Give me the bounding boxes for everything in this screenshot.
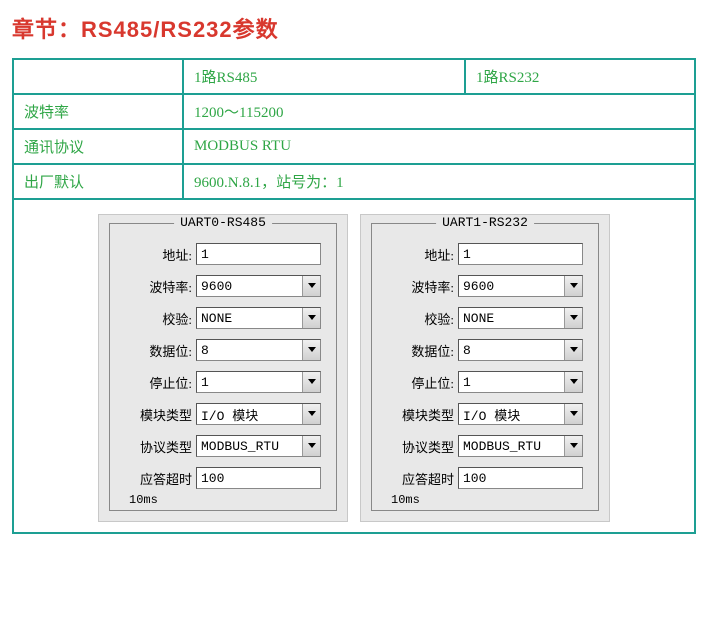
- proto-type-select[interactable]: MODBUS_RTU: [196, 435, 321, 457]
- spec-proto-value: MODBUS RTU: [183, 129, 695, 164]
- label-proto-type: 协议类型: [125, 437, 196, 456]
- proto-type-value: MODBUS_RTU: [197, 439, 302, 454]
- address-input[interactable]: [196, 243, 321, 265]
- label-proto-type: 协议类型: [387, 437, 458, 456]
- label-parity: 校验:: [125, 309, 196, 328]
- timeout-input[interactable]: [458, 467, 583, 489]
- stopbits-select[interactable]: 1: [196, 371, 321, 393]
- label-stopbits: 停止位:: [387, 373, 458, 392]
- label-baud: 波特率:: [125, 277, 196, 296]
- stopbits-value: 1: [459, 375, 564, 390]
- parity-select[interactable]: NONE: [458, 307, 583, 329]
- panel-legend: UART1-RS232: [436, 215, 534, 230]
- label-databits: 数据位:: [387, 341, 458, 360]
- label-timeout: 应答超时: [125, 469, 196, 488]
- parity-value: NONE: [459, 311, 564, 326]
- chevron-down-icon: [564, 276, 582, 296]
- chevron-down-icon: [302, 340, 320, 360]
- databits-value: 8: [459, 343, 564, 358]
- chevron-down-icon: [302, 404, 320, 424]
- label-module-type: 模块类型: [387, 405, 458, 424]
- databits-select[interactable]: 8: [196, 339, 321, 361]
- proto-type-value: MODBUS_RTU: [459, 439, 564, 454]
- address-input[interactable]: [458, 243, 583, 265]
- module-type-select[interactable]: I/O 模块: [458, 403, 583, 425]
- spec-header-rs485: 1路RS485: [183, 59, 465, 94]
- spec-table: 1路RS485 1路RS232 波特率 1200～115200 通讯协议 MOD…: [12, 58, 696, 200]
- stopbits-value: 1: [197, 375, 302, 390]
- spec-proto-label: 通讯协议: [13, 129, 183, 164]
- spec-header-rs232: 1路RS232: [465, 59, 695, 94]
- parity-select[interactable]: NONE: [196, 307, 321, 329]
- chevron-down-icon: [302, 308, 320, 328]
- label-address: 地址:: [125, 245, 196, 264]
- spec-header-blank: [13, 59, 183, 94]
- label-module-type: 模块类型: [125, 405, 196, 424]
- chevron-down-icon: [302, 436, 320, 456]
- baud-select[interactable]: 9600: [196, 275, 321, 297]
- chevron-down-icon: [302, 372, 320, 392]
- panel-legend: UART0-RS485: [174, 215, 272, 230]
- baud-value: 9600: [459, 279, 564, 294]
- spec-default-value: 9600.N.8.1，站号为：1: [183, 164, 695, 199]
- label-parity: 校验:: [387, 309, 458, 328]
- spec-baud-label: 波特率: [13, 94, 183, 129]
- baud-select[interactable]: 9600: [458, 275, 583, 297]
- module-type-select[interactable]: I/O 模块: [196, 403, 321, 425]
- chevron-down-icon: [564, 340, 582, 360]
- panel-uart0: UART0-RS485 地址: 波特率: 9600 校验: NONE: [98, 214, 348, 522]
- proto-type-select[interactable]: MODBUS_RTU: [458, 435, 583, 457]
- label-address: 地址:: [387, 245, 458, 264]
- label-baud: 波特率:: [387, 277, 458, 296]
- chevron-down-icon: [564, 372, 582, 392]
- label-timeout: 应答超时: [387, 469, 458, 488]
- chevron-down-icon: [564, 436, 582, 456]
- spec-default-label: 出厂默认: [13, 164, 183, 199]
- panel-uart1: UART1-RS232 地址: 波特率: 9600 校验: NONE: [360, 214, 610, 522]
- stopbits-select[interactable]: 1: [458, 371, 583, 393]
- chevron-down-icon: [302, 276, 320, 296]
- baud-value: 9600: [197, 279, 302, 294]
- timeout-unit: 10ms: [373, 493, 597, 507]
- timeout-input[interactable]: [196, 467, 321, 489]
- module-type-value: I/O 模块: [459, 405, 564, 424]
- label-databits: 数据位:: [125, 341, 196, 360]
- timeout-unit: 10ms: [111, 493, 335, 507]
- page-title: 章节：RS485/RS232参数: [12, 12, 696, 44]
- databits-select[interactable]: 8: [458, 339, 583, 361]
- spec-baud-value: 1200～115200: [183, 94, 695, 129]
- chevron-down-icon: [564, 308, 582, 328]
- chevron-down-icon: [564, 404, 582, 424]
- databits-value: 8: [197, 343, 302, 358]
- panels-container: UART0-RS485 地址: 波特率: 9600 校验: NONE: [12, 200, 696, 534]
- label-stopbits: 停止位:: [125, 373, 196, 392]
- module-type-value: I/O 模块: [197, 405, 302, 424]
- parity-value: NONE: [197, 311, 302, 326]
